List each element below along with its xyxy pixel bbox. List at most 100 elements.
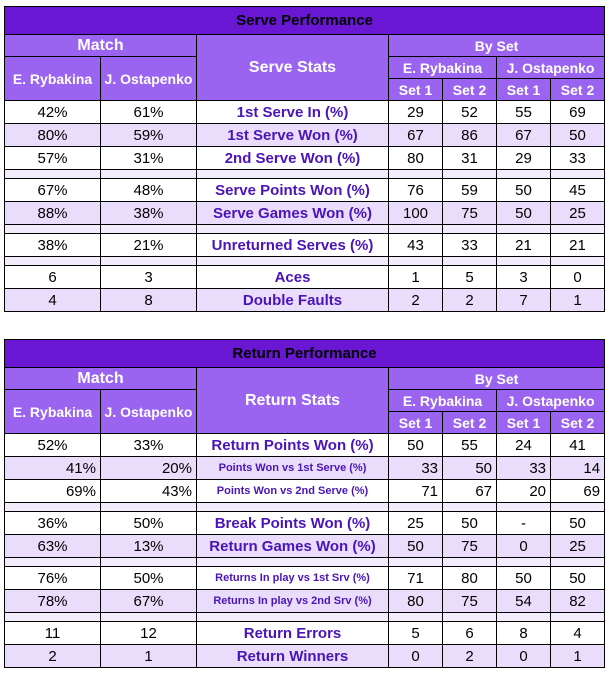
return-spacer-cell (549, 612, 606, 622)
return-player2-set1-value: 50 (496, 566, 551, 590)
serve-stat-row: 42% 61% 1st Serve In (%) 29 52 55 69 (4, 100, 606, 124)
serve-stat-row: 57% 31% 2nd Serve Won (%) 80 31 29 33 (4, 146, 606, 170)
return-player2-set1-value: 24 (496, 433, 551, 457)
serve-player2-set1-value: 29 (496, 146, 551, 170)
serve-spacer-cell (196, 224, 389, 234)
return-player2-set1-value: 20 (496, 479, 551, 503)
serve-stat-row: 38% 21% Unreturned Serves (%) 43 33 21 21 (4, 233, 606, 257)
serve-player1-set2-value: 59 (442, 178, 497, 202)
return-player1-set2-value: 50 (442, 456, 497, 480)
return-stat-label: Points Won vs 1st Serve (%) (196, 456, 389, 480)
return-spacer-cell (388, 612, 443, 622)
serve-player2-set1-value: 50 (496, 178, 551, 202)
serve-set2-player1: Set 2 (442, 78, 497, 101)
serve-stat-row: 88% 38% Serve Games Won (%) 100 75 50 25 (4, 201, 606, 225)
return-spacer-cell (388, 557, 443, 567)
return-player2-set2-value: 4 (549, 621, 606, 645)
serve-spacer-cell (549, 169, 606, 179)
serve-spacer-cell (496, 169, 551, 179)
serve-stat-label: 2nd Serve Won (%) (196, 146, 389, 170)
serve-player1-set2-value: 31 (442, 146, 497, 170)
return-player2-value: 12 (100, 621, 197, 645)
serve-stat-row: 6 3 Aces 1 5 3 0 (4, 265, 606, 289)
serve-player2-set2-value: 25 (549, 201, 606, 225)
return-player2-set1-value: 0 (496, 534, 551, 558)
serve-spacer-cell (4, 224, 101, 234)
return-player2-value: 1 (100, 644, 197, 668)
serve-spacer-cell (388, 169, 443, 179)
return-player2-value: 50% (100, 566, 197, 590)
return-player1-set2-value: 6 (442, 621, 497, 645)
serve-player2-value: 8 (100, 288, 197, 312)
return-spacer-cell (388, 502, 443, 512)
serve-player1-set2-value: 52 (442, 100, 497, 124)
serve-player2-value: 61% (100, 100, 197, 124)
serve-player2-value: 38% (100, 201, 197, 225)
serve-player1-value: 38% (4, 233, 101, 257)
return-spacer-cell (442, 502, 497, 512)
serve-group-spacer (4, 224, 606, 234)
serve-player1-value: 6 (4, 265, 101, 289)
return-player1-set1-value: 50 (388, 433, 443, 457)
return-player2-set2-value: 14 (549, 456, 606, 480)
serve-stat-label: Double Faults (196, 288, 389, 312)
serve-group-spacer (4, 256, 606, 266)
return-player2-value: 50% (100, 511, 197, 535)
return-player1-set2-value: 67 (442, 479, 497, 503)
return-player2-set2-value: 69 (549, 479, 606, 503)
serve-set1-player1: Set 1 (388, 78, 443, 101)
serve-spacer-cell (100, 169, 197, 179)
return-player1-set2-value: 2 (442, 644, 497, 668)
serve-player1-set1-value: 1 (388, 265, 443, 289)
serve-stat-label: Serve Games Won (%) (196, 201, 389, 225)
return-player2-set2-value: 82 (549, 589, 606, 613)
serve-player1-value: 57% (4, 146, 101, 170)
serve-player1-set1-value: 29 (388, 100, 443, 124)
serve-set1-player2: Set 1 (496, 78, 551, 101)
return-player1-set2-value: 75 (442, 589, 497, 613)
serve-player2-set2-value: 69 (549, 100, 606, 124)
serve-player1-set1-value: 80 (388, 146, 443, 170)
return-player2-value: 33% (100, 433, 197, 457)
return-spacer-cell (496, 557, 551, 567)
return-player1-value: 11 (4, 621, 101, 645)
return-player2-value: 67% (100, 589, 197, 613)
serve-player1-value: 67% (4, 178, 101, 202)
return-player2-set2-value: 50 (549, 511, 606, 535)
return-match-header: Match (4, 367, 197, 390)
return-player1-set2-value: 50 (442, 511, 497, 535)
return-player1-set2-value: 80 (442, 566, 497, 590)
return-stat-label: Return Errors (196, 621, 389, 645)
return-player2-set2-value: 41 (549, 433, 606, 457)
serve-spacer-cell (388, 256, 443, 266)
return-player1-value: 69% (4, 479, 101, 503)
serve-table-title: Serve Performance (3, 6, 606, 35)
return-player1-value: 76% (4, 566, 101, 590)
serve-player2-value: 3 (100, 265, 197, 289)
serve-player2-set2-value: 21 (549, 233, 606, 257)
return-stat-label: Return Winners (196, 644, 389, 668)
return-group-spacer (4, 612, 606, 622)
serve-performance-table: Serve Performance Match Serve Stats By S… (3, 6, 606, 312)
serve-player1-set2-value: 33 (442, 233, 497, 257)
return-player2-set2-value: 50 (549, 566, 606, 590)
serve-player2-value: 48% (100, 178, 197, 202)
serve-stat-label: 1st Serve Won (%) (196, 123, 389, 147)
return-player2-value: 43% (100, 479, 197, 503)
return-player1-set1-value: 50 (388, 534, 443, 558)
serve-spacer-cell (4, 256, 101, 266)
return-spacer-cell (4, 502, 101, 512)
serve-player1-set2-value: 86 (442, 123, 497, 147)
serve-player2-set1-value: 7 (496, 288, 551, 312)
serve-spacer-cell (4, 169, 101, 179)
serve-stats-header: Serve Stats (196, 34, 389, 101)
serve-spacer-cell (549, 256, 606, 266)
serve-player1-header: E. Rybakina (4, 56, 101, 101)
serve-player2-set2-value: 0 (549, 265, 606, 289)
serve-byset-player1: E. Rybakina (388, 56, 497, 79)
serve-player1-value: 88% (4, 201, 101, 225)
serve-group-spacer (4, 169, 606, 179)
serve-player2-set1-value: 3 (496, 265, 551, 289)
return-stat-row: 2 1 Return Winners 0 2 0 1 (4, 644, 606, 668)
serve-spacer-cell (100, 256, 197, 266)
